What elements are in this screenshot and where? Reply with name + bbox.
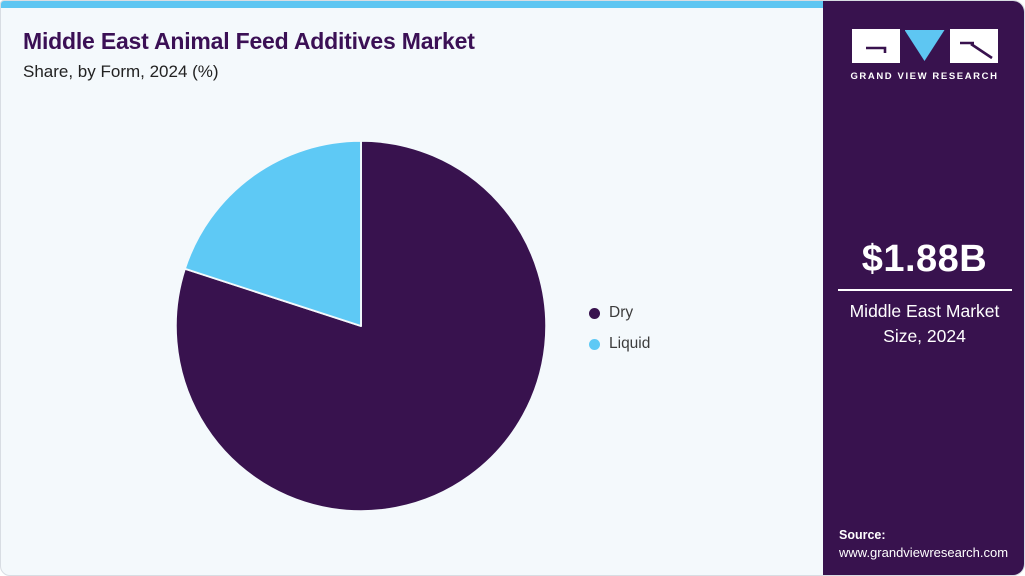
chart-title: Middle East Animal Feed Additives Market	[23, 28, 475, 54]
legend-dot-liquid	[589, 338, 600, 350]
source-url-link[interactable]: www.grandviewresearch.com	[839, 545, 1009, 560]
market-size-value: $1.88B	[861, 238, 988, 280]
legend-item-liquid: Liquid	[589, 333, 650, 355]
market-size-caption: Middle East Market Size, 2024	[849, 301, 1000, 346]
pie-chart-svg	[174, 139, 548, 513]
accent-top-bar	[1, 1, 823, 8]
chart-subtitle: Share, by Form, 2024 (%)	[23, 62, 219, 81]
divider	[837, 289, 1012, 291]
pie-chart	[173, 138, 549, 514]
title-block: Middle East Animal Feed Additives Market…	[23, 28, 475, 82]
logo-r-icon	[949, 29, 998, 63]
chart-area: Middle East Animal Feed Additives Market…	[1, 1, 823, 575]
legend-dot-dry	[589, 307, 600, 319]
legend-item-dry: Dry	[589, 302, 650, 324]
brand-name: GRAND VIEW RESEARCH	[850, 71, 999, 82]
brand-logo: GRAND VIEW RESEARCH	[823, 29, 1024, 82]
source-block: Source: www.grandviewresearch.com	[839, 528, 1008, 560]
legend-label-liquid: Liquid	[609, 335, 651, 352]
source-label: Source:	[839, 528, 886, 542]
market-size-block: $1.88B Middle East Market Size, 2024	[823, 238, 1024, 349]
pie-slice-liquid	[183, 139, 362, 327]
chart-legend: Dry Liquid	[589, 302, 650, 364]
logo-g-icon	[851, 29, 900, 63]
sidebar: GRAND VIEW RESEARCH $1.88B Middle East M…	[823, 1, 1024, 575]
logo-v-icon	[904, 30, 945, 61]
gvr-logo-icon	[823, 29, 1024, 64]
legend-label-dry: Dry	[609, 304, 634, 321]
